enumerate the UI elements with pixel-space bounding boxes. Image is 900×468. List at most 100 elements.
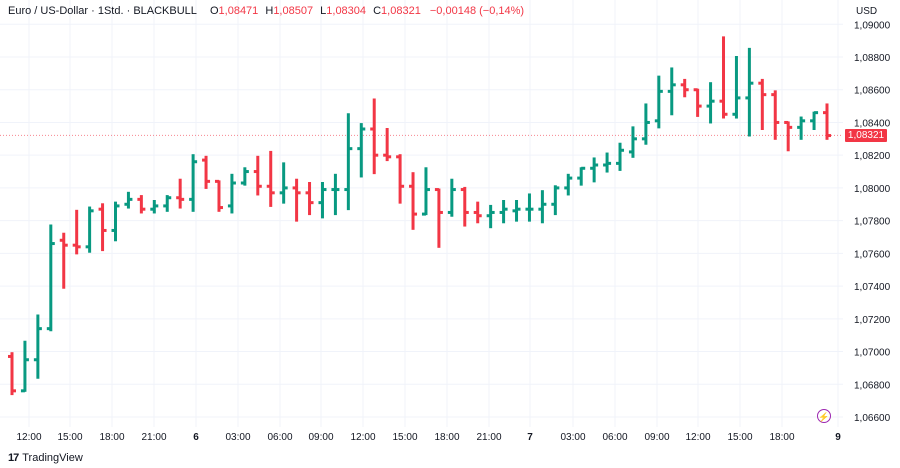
x-axis-tick: 15:00 <box>57 432 82 443</box>
ohlc-bar <box>227 173 236 214</box>
y-axis-tick: 1,08000 <box>854 184 891 195</box>
ohlc-bar <box>266 150 275 207</box>
ohlc-bar <box>447 178 456 217</box>
ohlc-bar <box>564 173 573 196</box>
x-axis-tick: 03:00 <box>560 432 585 443</box>
ohlc-bar <box>318 182 327 219</box>
open-value: 1,08471 <box>218 5 259 17</box>
x-axis-tick: 09:00 <box>644 432 669 443</box>
ohlc-bar <box>20 340 29 393</box>
ohlc-bar <box>357 123 366 178</box>
ohlc-bar <box>46 224 55 332</box>
y-axis-tick: 1,07400 <box>854 282 891 293</box>
ohlc-bar <box>473 201 482 224</box>
ohlc-bar <box>434 188 443 248</box>
ohlc-bar <box>538 190 547 224</box>
economic-event-icon[interactable]: ⚡ <box>817 409 831 423</box>
ohlc-bar <box>758 78 767 131</box>
y-axis-tick: 1,07000 <box>854 348 891 359</box>
ohlc-bar <box>279 162 288 204</box>
x-axis-tick: 18:00 <box>769 432 794 443</box>
ohlc-bar <box>603 152 612 173</box>
tradingview-logo[interactable]: 17 TradingView <box>8 452 83 464</box>
ohlc-bar <box>189 154 198 212</box>
ohlc-bar <box>59 232 68 289</box>
ohlc-bar <box>641 103 650 145</box>
ohlc-bar <box>577 166 586 186</box>
ohlc-bar <box>85 206 94 253</box>
y-axis-tick: 1,08600 <box>854 86 891 97</box>
ohlc-bar <box>111 201 120 242</box>
y-axis-tick: 1,07200 <box>854 315 891 326</box>
ohlc-bar <box>33 314 42 379</box>
ohlc-bar <box>124 191 133 209</box>
high-label: H <box>265 5 274 17</box>
x-axis-tick: 18:00 <box>434 432 459 443</box>
y-axis-tick: 1,07800 <box>854 217 891 228</box>
ohlc-bar <box>72 209 81 255</box>
ohlc-bar <box>240 167 249 186</box>
ohlc-bar <box>719 36 728 119</box>
x-axis-tick: 9 <box>835 432 841 443</box>
y-axis-tick: 1,06600 <box>854 413 891 424</box>
tradingview-logo-icon: 17 <box>8 452 19 464</box>
ohlc-bar <box>590 157 599 183</box>
x-axis-tick: 03:00 <box>225 432 250 443</box>
ohlc-bar <box>331 173 340 216</box>
tradingview-logo-text: TradingView <box>22 452 83 464</box>
x-axis-tick: 7 <box>527 432 533 443</box>
currency-label[interactable]: USD <box>856 6 878 17</box>
y-axis-tick: 1,08400 <box>854 118 891 129</box>
ohlc-bar <box>137 195 146 214</box>
ohlc-bar <box>396 154 405 204</box>
x-axis-tick: 06:00 <box>602 432 627 443</box>
ohlc-bar <box>214 179 223 212</box>
x-axis-tick: 12:00 <box>350 432 375 443</box>
ohlc-bar <box>486 204 495 229</box>
ohlc-bar <box>163 195 172 212</box>
ohlc-bar <box>823 103 831 140</box>
y-axis-tick: 1,06800 <box>854 380 891 391</box>
ohlc-bar <box>8 352 16 396</box>
x-axis-tick: 21:00 <box>141 432 166 443</box>
ohlc-bar <box>409 172 418 230</box>
x-axis-tick: 15:00 <box>727 432 752 443</box>
symbol-title: Euro / US-Dollar · 1Std. · BLACKBULL <box>8 5 197 17</box>
low-value: 1,08304 <box>326 5 367 17</box>
x-axis-tick: 21:00 <box>476 432 501 443</box>
close-label: C <box>373 5 382 17</box>
y-axis-tick: 1,08800 <box>854 53 891 64</box>
ohlc-bar <box>176 178 185 209</box>
y-axis-tick: 1,08200 <box>854 151 891 162</box>
ohlc-bar <box>344 113 353 211</box>
x-axis-tick: 09:00 <box>308 432 333 443</box>
high-value: 1,08507 <box>273 5 314 17</box>
x-axis-tick: 18:00 <box>99 432 124 443</box>
ohlc-bar <box>499 200 508 224</box>
ohlc-bar <box>628 126 637 158</box>
ohlc-bar <box>732 56 741 119</box>
x-axis-tick: 6 <box>193 432 199 443</box>
ohlc-bar <box>616 142 625 171</box>
ohlc-bar <box>693 88 702 117</box>
last-price-badge: 1,08321 <box>845 129 887 142</box>
y-axis-tick: 1,09000 <box>854 20 891 31</box>
ohlc-bar <box>525 193 534 222</box>
ohlc-bar <box>680 78 689 98</box>
ohlc-bar <box>460 186 469 227</box>
ohlc-bar <box>202 155 211 189</box>
x-axis-tick: 15:00 <box>392 432 417 443</box>
ohlc-bar <box>253 155 262 196</box>
ohlc-bar <box>150 200 159 214</box>
ohlc-bar <box>797 116 806 140</box>
ohlc-bar <box>706 82 715 124</box>
ohlc-bar <box>810 111 819 131</box>
ohlc-bar <box>305 182 314 216</box>
open-label: O <box>209 5 219 17</box>
symbol-legend: Euro / US-Dollar · 1Std. · BLACKBULL O1,… <box>8 5 524 17</box>
ohlc-bar <box>667 67 676 116</box>
x-axis-tick: 12:00 <box>16 432 41 443</box>
y-axis-tick: 1,07600 <box>854 249 891 260</box>
ohlc-bar <box>370 98 379 175</box>
